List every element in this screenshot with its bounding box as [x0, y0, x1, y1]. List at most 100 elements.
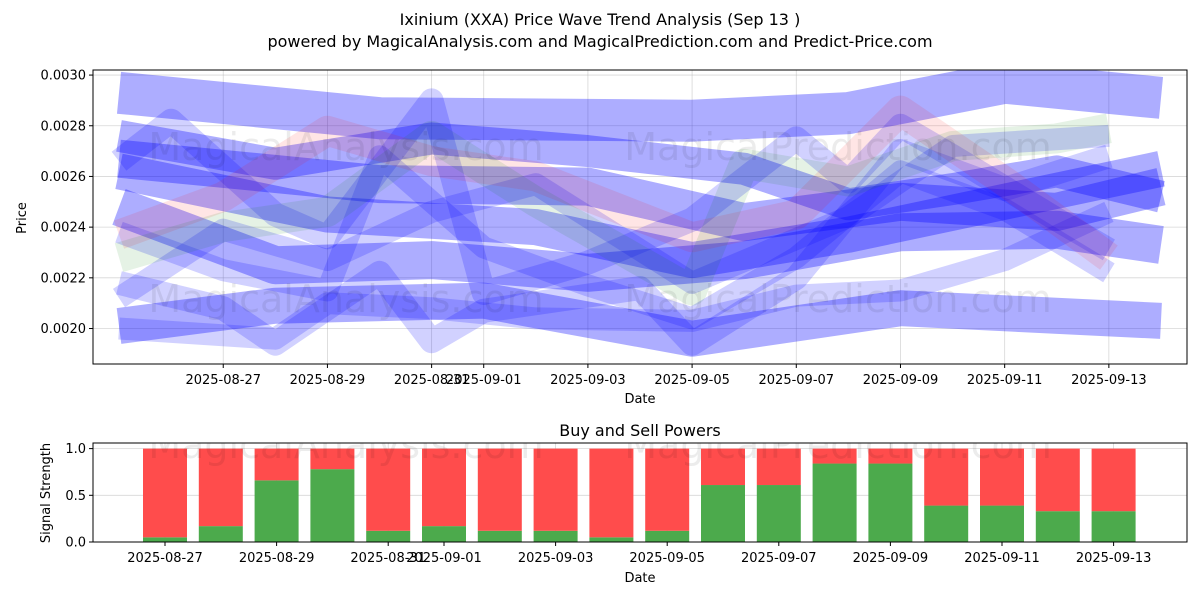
power-x-tick-label: 2025-08-29 [239, 551, 315, 566]
power-x-tick-label: 2025-09-11 [964, 551, 1040, 566]
watermark: MagicalPrediction.com [624, 277, 1052, 321]
power-axes-frame [92, 442, 1188, 543]
price-y-tick-label: 0.0024 [41, 221, 87, 236]
power-x-tick-label: 2025-09-03 [518, 551, 594, 566]
power-bars-layer [143, 448, 1136, 542]
power-y-tick-label: 0.0 [65, 536, 86, 551]
chart-title: Ixinium (XXA) Price Wave Trend Analysis … [400, 10, 801, 29]
buy-bar [589, 537, 634, 542]
price-y-tick-label: 0.0022 [41, 271, 87, 286]
price-y-tick-label: 0.0028 [41, 119, 87, 134]
power-x-tick-label: 2025-09-07 [741, 551, 817, 566]
power-x-tick-label: 2025-08-27 [127, 551, 203, 566]
sell-bar [143, 448, 187, 538]
power-y-axis-label: Signal Strength [39, 443, 54, 543]
watermark: MagicalAnalysis.com [148, 423, 543, 467]
buy-bar [254, 480, 299, 542]
series-band-top [116, 70, 1164, 142]
sell-bar [812, 448, 857, 464]
sell-bar [645, 448, 690, 531]
price-x-tick-label: 2025-09-05 [654, 373, 730, 388]
sell-bar [254, 448, 299, 481]
chart-subtitle: powered by MagicalAnalysis.com and Magic… [267, 32, 932, 51]
series-wave-c [118, 201, 1114, 350]
buy-bar [645, 530, 690, 542]
power-x-tick-label: 2025-09-01 [406, 551, 482, 566]
price-y-tick-label: 0.0020 [41, 322, 87, 337]
price-y-tick-label: 0.0030 [41, 69, 87, 84]
buy-bar [701, 485, 745, 542]
price-y-axis-label: Price [15, 202, 30, 234]
watermark: MagicalAnalysis.com [148, 277, 543, 321]
price-grid [93, 70, 1187, 364]
sell-bar [366, 448, 411, 531]
buy-bar [756, 485, 801, 542]
power-chart-title: Buy and Sell Powers [559, 421, 721, 440]
price-ticks: 2025-08-27 2025-08-29 2025-08-312025-09-01… [41, 69, 1147, 388]
power-x-tick-label: 2025-09-05 [629, 551, 705, 566]
buy-bar [812, 463, 857, 542]
sell-bar [198, 448, 243, 527]
price-x-tick-label: 2025-08-27 [185, 373, 261, 388]
power-x-tick-label: 2025-09-09 [853, 551, 929, 566]
watermark: MagicalPrediction.com [624, 125, 1052, 169]
price-x-tick-label: 2025-09-07 [759, 373, 835, 388]
buy-bar [1035, 511, 1080, 542]
sell-bar [477, 448, 522, 531]
buy-bar [980, 505, 1024, 542]
buy-bar [924, 505, 969, 542]
power-x-tick-label: 2025-09-13 [1076, 551, 1152, 566]
sell-bar [924, 448, 969, 506]
power-y-tick-label: 1.0 [65, 442, 86, 457]
sell-bar [310, 448, 355, 470]
buy-bar [1091, 511, 1136, 542]
price-series-layer [111, 70, 1166, 357]
series-wave-d [112, 124, 1110, 308]
price-x-axis-label: Date [624, 392, 655, 407]
buy-bar [366, 530, 411, 542]
series-band-diag [115, 151, 1165, 279]
sell-bar [1035, 448, 1080, 512]
sell-bar [589, 448, 634, 538]
watermark: MagicalAnalysis.com [148, 125, 543, 169]
buy-bar [310, 469, 355, 542]
price-x-tick-label: 2025-09-13 [1071, 373, 1147, 388]
sell-bar [701, 448, 745, 486]
series-green-trend [114, 113, 1112, 306]
buy-bar [422, 526, 466, 542]
buy-bar [533, 530, 578, 542]
power-y-tick-label: 0.5 [65, 489, 86, 504]
buy-bar [477, 530, 522, 542]
power-x-tick-label: 2025-08-31 [350, 551, 426, 566]
watermark: MagicalPrediction.com [624, 423, 1052, 467]
buy-bar [143, 537, 187, 542]
buy-bar [868, 463, 913, 542]
series-band-extra [116, 120, 1165, 221]
series-band-bottom [116, 282, 1162, 357]
series-band-middle [112, 189, 1164, 292]
price-x-tick-label: 2025-08-31 [394, 373, 470, 388]
sell-bar [868, 448, 913, 464]
series-wave-b [116, 139, 1113, 356]
sell-bar [756, 448, 801, 486]
series-red-trend [113, 95, 1118, 270]
sell-bar [533, 448, 578, 531]
sell-bar [980, 448, 1024, 506]
price-y-tick-label: 0.0026 [41, 170, 87, 185]
series-wave-e [115, 145, 1115, 330]
price-x-tick-label: 2025-09-03 [550, 373, 626, 388]
price-x-tick-label: 2025-09-09 [863, 373, 939, 388]
buy-bar [198, 526, 243, 542]
price-x-tick-label: 2025-09-11 [967, 373, 1043, 388]
price-x-tick-label: 2025-09-01 [446, 373, 522, 388]
sell-bar [1091, 448, 1136, 512]
price-axes-frame [92, 69, 1188, 365]
sell-bar [422, 448, 466, 527]
power-chart: Buy and Sell Powers MagicalAnalysis.com … [39, 421, 1188, 586]
price-chart: MagicalAnalysis.com MagicalPrediction.co… [15, 69, 1188, 407]
price-x-tick-label: 2025-08-29 [290, 373, 366, 388]
power-x-axis-label: Date [624, 571, 655, 586]
series-wave-a [111, 88, 1115, 305]
